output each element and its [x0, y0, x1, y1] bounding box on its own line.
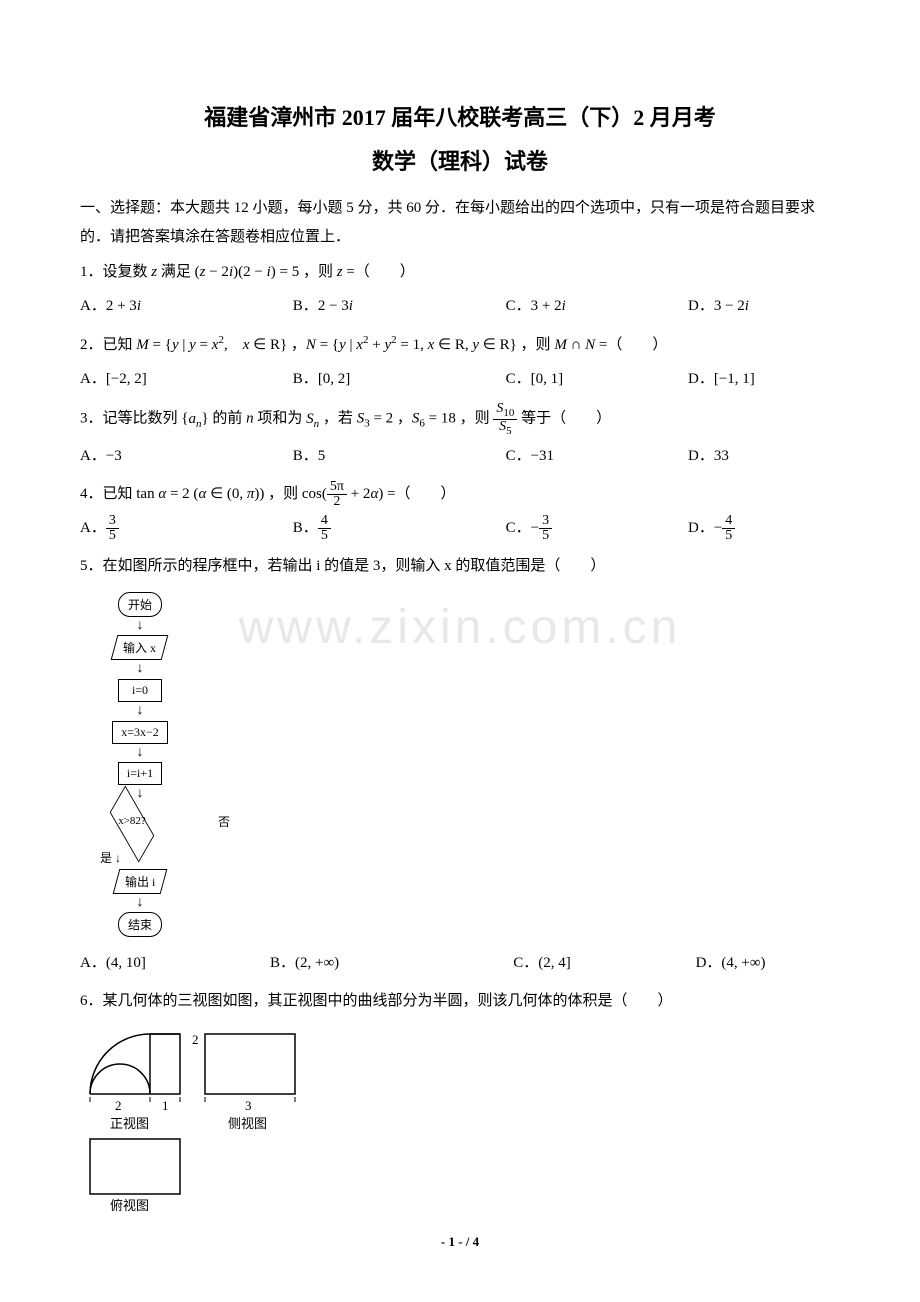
fc-output: 输出 i	[112, 869, 167, 894]
fc-input: 输入 x	[111, 635, 169, 660]
section-intro: 一、选择题：本大题共 12 小题，每小题 5 分，共 60 分．在每小题给出的四…	[80, 194, 840, 251]
three-view-figure: 2 1 正视图 2 3 侧视图 俯视图	[80, 1024, 840, 1214]
title-main: 福建省漳州市 2017 届年八校联考高三（下）2 月月考	[80, 100, 840, 132]
arrow-icon: ↓	[80, 897, 200, 910]
svg-text:1: 1	[162, 1098, 169, 1113]
q3-opt-b: B．5	[293, 441, 506, 471]
q1-opt-a: A．2 + 3i	[80, 291, 293, 321]
question-6: 6．某几何体的三视图如图，其正视图中的曲线部分为半圆，则该几何体的体积是（ ）	[80, 986, 840, 1016]
arrow-icon: ↓	[80, 705, 200, 718]
flowchart: 开始 ↓ 输入 x ↓ i=0 ↓ x=3x−2 ↓ i=i+1 ↓ x>82?…	[80, 589, 200, 941]
q5-opt-a: A．(4, 10]	[80, 948, 270, 978]
q2-opt-b: B．[0, 2]	[293, 364, 506, 394]
question-4: 4．已知 tan α = 2 (α ∈ (0, π)) ，则 cos(5π2 +…	[80, 479, 840, 509]
q6-stem: 6．某几何体的三视图如图，其正视图中的曲线部分为半圆，则该几何体的体积是（ ）	[80, 986, 840, 1016]
q1-stem: 1．设复数 z 满足 (z − 2i)(2 − i) = 5 ，则 z =（ ）	[80, 257, 840, 287]
svg-text:2: 2	[192, 1032, 199, 1047]
q5-opt-c: C．(2, 4]	[513, 948, 695, 978]
q2-opt-d: D．[−1, 1]	[688, 364, 840, 394]
page-footer: - 1 - / 4	[80, 1234, 840, 1250]
q3-options: A．−3 B．5 C．−31 D．33	[80, 441, 840, 471]
svg-text:2: 2	[115, 1098, 122, 1113]
q1-opt-d: D．3 − 2i	[688, 291, 840, 321]
question-2: 2．已知 M = {y | y = x2, x ∈ R} ，N = {y | x…	[80, 329, 840, 360]
side-label: 侧视图	[228, 1116, 267, 1131]
q4-stem: 4．已知 tan α = 2 (α ∈ (0, π)) ，则 cos(5π2 +…	[80, 479, 840, 509]
fc-init: i=0	[118, 679, 162, 702]
q3-opt-a: A．−3	[80, 441, 293, 471]
q5-options: A．(4, 10] B．(2, +∞) C．(2, 4] D．(4, +∞)	[80, 948, 840, 978]
q3-opt-d: D．33	[688, 441, 840, 471]
q4-opt-a: A．35	[80, 513, 293, 543]
q2-opt-c: C．[0, 1]	[506, 364, 688, 394]
fc-end: 结束	[118, 912, 162, 937]
q1-opt-b: B．2 − 3i	[293, 291, 506, 321]
fc-assign: x=3x−2	[112, 721, 168, 744]
q5-opt-b: B．(2, +∞)	[270, 948, 513, 978]
arrow-icon: ↓	[80, 788, 200, 801]
q1-opt-c: C．3 + 2i	[506, 291, 688, 321]
arrow-icon: ↓	[80, 747, 200, 760]
q5-stem: 5．在如图所示的程序框中，若输出 i 的值是 3，则输入 x 的取值范围是（ ）	[80, 551, 840, 581]
q1-options: A．2 + 3i B．2 − 3i C．3 + 2i D．3 − 2i	[80, 291, 840, 321]
watermark: www.zixin.com.cn	[239, 600, 682, 655]
svg-text:3: 3	[245, 1098, 252, 1113]
top-label: 俯视图	[110, 1198, 149, 1213]
fc-inc: i=i+1	[118, 762, 162, 785]
question-3: 3．记等比数列 {an} 的前 n 项和为 Sn ，若 S3 = 2 ，S6 =…	[80, 402, 840, 437]
q2-stem: 2．已知 M = {y | y = x2, x ∈ R} ，N = {y | x…	[80, 329, 840, 360]
q2-options: A．[−2, 2] B．[0, 2] C．[0, 1] D．[−1, 1]	[80, 364, 840, 394]
fc-cond: x>82? 否	[80, 807, 200, 843]
front-label: 正视图	[110, 1116, 149, 1131]
three-view-svg: 2 1 正视图 2 3 侧视图 俯视图	[80, 1024, 300, 1214]
arrow-icon: ↓	[80, 620, 200, 633]
arrow-icon: ↓	[80, 663, 200, 676]
q4-opt-b: B．45	[293, 513, 506, 543]
question-1: 1．设复数 z 满足 (z − 2i)(2 − i) = 5 ，则 z =（ ）	[80, 257, 840, 287]
q2-opt-a: A．[−2, 2]	[80, 364, 293, 394]
fc-label-no: 否	[218, 813, 230, 830]
q4-opt-c: C．−35	[506, 513, 688, 543]
q4-opt-d: D．−45	[688, 513, 840, 543]
title-sub: 数学（理科）试卷	[80, 144, 840, 176]
q5-opt-d: D．(4, +∞)	[696, 948, 840, 978]
q3-opt-c: C．−31	[506, 441, 688, 471]
q4-options: A．35 B．45 C．−35 D．−45	[80, 513, 840, 543]
fc-start: 开始	[118, 592, 162, 617]
question-5: 5．在如图所示的程序框中，若输出 i 的值是 3，则输入 x 的取值范围是（ ）	[80, 551, 840, 581]
q3-stem: 3．记等比数列 {an} 的前 n 项和为 Sn ，若 S3 = 2 ，S6 =…	[80, 402, 840, 437]
